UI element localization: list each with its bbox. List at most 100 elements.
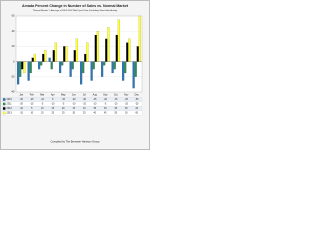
bar [44, 50, 47, 62]
table-value: -35 [135, 99, 139, 101]
bar [48, 57, 51, 62]
bar [113, 61, 116, 70]
bar [128, 38, 131, 62]
table-value: -10 [51, 104, 55, 106]
table-value: 30 [104, 108, 107, 110]
table-value: 10 [83, 108, 86, 110]
bar [16, 61, 20, 85]
x-tick-label: Feb [30, 94, 35, 97]
chart: Arvada Percent Change in Number of Sales… [0, 0, 150, 150]
table-value: -20 [20, 104, 24, 106]
y-tick-label: -40 [11, 90, 15, 94]
table-row [1, 110, 143, 116]
table-value: 10 [30, 113, 33, 115]
table-value: -15 [30, 104, 34, 106]
table-value: -30 [20, 99, 24, 101]
bar [126, 42, 129, 62]
chart-subtitle: "Normal Market" = Average of 2002-2007 M… [33, 9, 118, 12]
bar [58, 61, 62, 74]
table-value: 15 [72, 108, 75, 110]
table-value: 40 [93, 113, 96, 115]
x-tick-label: Jan [19, 94, 24, 97]
bar [31, 57, 34, 62]
table-value: -10 [41, 99, 45, 101]
plot-area [15, 15, 143, 93]
bar [71, 61, 74, 70]
x-tick-label: Apr [51, 94, 55, 97]
table-value: -5 [104, 104, 107, 106]
table-value: 15 [51, 108, 54, 110]
bar [111, 61, 114, 74]
bar [65, 46, 68, 62]
x-tick-label: Jun [72, 94, 77, 97]
bar [115, 34, 118, 62]
table-value: -10 [114, 104, 118, 106]
table-value: -20 [104, 99, 108, 101]
x-tick-label: Jul [83, 94, 87, 97]
x-tick-label: Oct [114, 94, 118, 97]
table-value: -15 [114, 99, 118, 101]
bar [42, 53, 45, 62]
chart-title: Arvada Percent Change in Number of Sales… [22, 4, 129, 8]
table-value: -15 [125, 104, 129, 106]
table-value: -5 [62, 104, 65, 106]
table-value: -20 [135, 104, 139, 106]
legend-swatch [2, 98, 6, 101]
bar [61, 61, 64, 66]
bar [75, 38, 78, 62]
legend-label: 2012 [7, 107, 13, 110]
bar [134, 61, 137, 77]
table-value: -30 [83, 99, 87, 101]
legend-label: 2011 [7, 103, 13, 106]
table-value: 25 [83, 113, 86, 115]
bar [63, 46, 66, 62]
bar [96, 31, 99, 62]
bar [94, 34, 97, 62]
y-tick-label: 20 [12, 44, 15, 48]
bar [80, 61, 83, 85]
y-tick-label: -20 [11, 74, 15, 78]
table-value: 35 [114, 108, 117, 110]
bar [136, 46, 139, 62]
bar [69, 61, 72, 77]
legend-label: 2010 [7, 98, 13, 101]
bar [132, 61, 135, 89]
bar [73, 50, 76, 62]
table-value: -10 [93, 104, 97, 106]
table-value: 5 [31, 108, 33, 110]
bar [86, 42, 89, 62]
x-tick-label: Aug [93, 94, 98, 97]
bar [101, 61, 104, 77]
x-tick-label: Nov [124, 94, 129, 97]
table-value: -25 [93, 99, 97, 101]
table-value: 45 [104, 113, 107, 115]
legend-swatch [2, 111, 6, 115]
table-value: 20 [62, 113, 65, 115]
bar [124, 61, 127, 74]
table-value: 25 [125, 108, 128, 110]
table-value: 5 [52, 99, 54, 101]
table-value: -25 [30, 99, 34, 101]
bar [138, 15, 142, 62]
x-tick-label: Mar [40, 94, 44, 97]
table-value: -15 [83, 104, 87, 106]
bar [82, 61, 85, 74]
bar [122, 61, 125, 81]
table-value: -15 [62, 99, 66, 101]
bar [84, 53, 87, 62]
legend-swatch [2, 102, 6, 106]
bar [50, 61, 53, 70]
table-value: 15 [41, 113, 44, 115]
bar [92, 61, 95, 70]
bar [90, 61, 93, 81]
bar [117, 19, 120, 62]
y-tick-label: 40 [12, 29, 15, 33]
table-value: -20 [72, 99, 76, 101]
x-tick-label: Sep [103, 94, 108, 97]
bar [52, 50, 55, 62]
x-tick-label: May [61, 94, 66, 97]
bar [19, 61, 22, 77]
bar [54, 42, 57, 62]
bar [107, 27, 110, 62]
table-value: 30 [72, 113, 75, 115]
